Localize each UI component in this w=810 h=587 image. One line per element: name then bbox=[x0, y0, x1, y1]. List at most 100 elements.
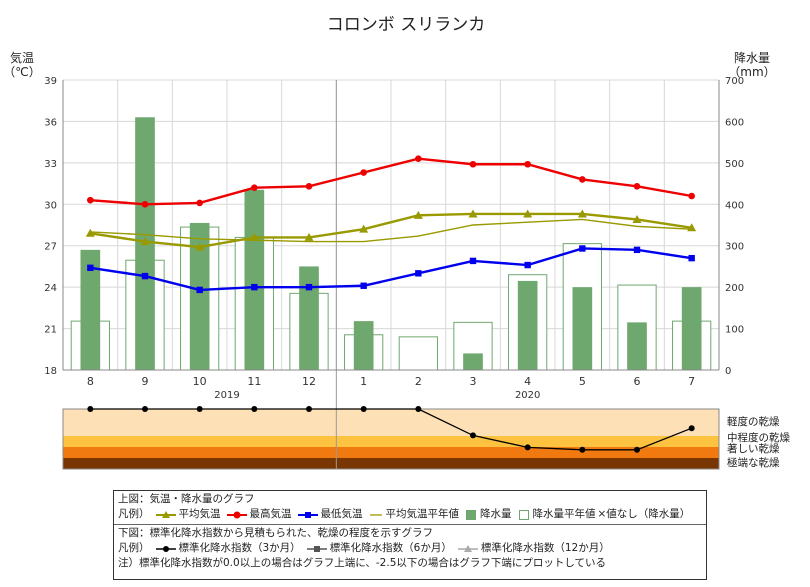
x-tick-label: 4 bbox=[524, 375, 531, 388]
left-axis-label-1: 気温 bbox=[10, 50, 34, 65]
left-tick-label: 33 bbox=[44, 159, 57, 170]
avg-temp-point bbox=[468, 209, 478, 218]
left-axis-label-2: （℃） bbox=[3, 65, 40, 79]
min-temp-point bbox=[141, 272, 149, 280]
max-temp-point bbox=[141, 200, 149, 208]
right-axis-label-2: （mm） bbox=[728, 65, 775, 79]
x-tick-label: 3 bbox=[470, 375, 477, 388]
legend-spi3: 標準化降水指数（3か月） bbox=[178, 542, 301, 554]
climate-chart: コロンボ スリランカ 気温 （℃） 降水量 （mm） 1821242730333… bbox=[3, 15, 790, 470]
avg-temp-point bbox=[85, 228, 95, 237]
min-temp-point bbox=[196, 286, 203, 294]
right-tick-label: 500 bbox=[725, 159, 744, 170]
drought-band-2 bbox=[63, 447, 719, 458]
right-tick-label: 600 bbox=[725, 117, 744, 128]
precip-bar bbox=[463, 353, 483, 370]
spi3-point bbox=[579, 446, 586, 453]
right-axis-label-1: 降水量 bbox=[734, 51, 770, 65]
max-temp-point bbox=[633, 183, 641, 190]
left-tick-label: 36 bbox=[44, 117, 57, 128]
spi3-point bbox=[196, 406, 203, 412]
legend-bottom-title-text: 下図：標準化降水指数から見積もられた、乾燥の程度を示すグラフ bbox=[118, 527, 433, 539]
right-tick-label: 300 bbox=[725, 242, 744, 253]
legend-avg-temp-swatch bbox=[155, 510, 176, 518]
drought-level-label: 極端な乾燥 bbox=[727, 456, 780, 469]
precip-bar bbox=[244, 189, 265, 370]
min-temp-point bbox=[688, 254, 695, 262]
year-label: 2020 bbox=[515, 390, 540, 401]
precip-bar bbox=[517, 280, 538, 370]
left-tick-label: 27 bbox=[44, 242, 57, 253]
drought-band-1 bbox=[63, 436, 719, 447]
gridlines bbox=[62, 79, 720, 468]
x-tick-label: 5 bbox=[579, 375, 586, 388]
precip-bar bbox=[681, 287, 702, 370]
precip-bars bbox=[80, 117, 702, 371]
max-temp-point bbox=[360, 169, 367, 176]
x-tick-label: 6 bbox=[634, 375, 641, 388]
x-tick-label: 11 bbox=[247, 375, 261, 388]
spi3-point bbox=[470, 432, 476, 439]
avg-temp-point bbox=[304, 232, 314, 241]
max-temp-point bbox=[469, 160, 477, 168]
spi3-point bbox=[87, 406, 94, 412]
legend-top-items: 凡例） 平均気温 最高気温 最低気温 平均気温平年値 降水量 降水量平年値 ×値… bbox=[118, 507, 702, 522]
max-temp-point bbox=[196, 199, 203, 207]
min-temp-point bbox=[524, 261, 531, 269]
left-tick-label: 18 bbox=[44, 366, 57, 377]
legend-bottom-items: 凡例） 標準化降水指数（3か月） 標準化降水指数（6か月） 標準化降水指数（12… bbox=[118, 541, 702, 556]
legend-spi12: 標準化降水指数（12か月） bbox=[480, 542, 610, 554]
year-label: 2019 bbox=[214, 390, 239, 401]
min-temp-point bbox=[251, 283, 258, 291]
legend-note-text: 注）標準化降水指数が0.0以上の場合はグラフ上端に、-2.5以下の場合はグラフ下… bbox=[118, 557, 607, 569]
spi3-point bbox=[634, 446, 640, 453]
legend-max-temp-swatch bbox=[226, 511, 247, 518]
legend-avg-normal-swatch bbox=[369, 513, 382, 516]
avg-temp-point bbox=[249, 232, 259, 241]
right-tick-label: 0 bbox=[725, 366, 731, 377]
legend-bottom-title: 下図：標準化降水指数から見積もられた、乾燥の程度を示すグラフ bbox=[118, 526, 702, 541]
min-temp-point bbox=[579, 245, 586, 252]
series-line-2 bbox=[90, 247, 692, 292]
left-tick-label: 39 bbox=[44, 76, 57, 87]
precip-bar bbox=[572, 287, 593, 370]
legend-avg-normal: 平均気温平年値 bbox=[385, 508, 460, 520]
precip-bar bbox=[627, 322, 647, 370]
x-tick-label: 2 bbox=[415, 375, 422, 388]
left-tick-label: 24 bbox=[44, 283, 57, 294]
spi3-point bbox=[251, 406, 258, 412]
temperature-lines bbox=[85, 155, 697, 294]
x-tick-label: 7 bbox=[688, 375, 695, 388]
min-temp-point bbox=[87, 264, 94, 272]
precip-bar bbox=[353, 321, 374, 370]
drought-band-3 bbox=[63, 458, 719, 469]
spi3-point bbox=[688, 425, 695, 432]
x-tick-label: 10 bbox=[193, 375, 207, 388]
precip-bar bbox=[299, 266, 319, 370]
legend-precip-normal-swatch bbox=[518, 509, 529, 520]
precip-bar bbox=[189, 222, 210, 370]
avg-temp-point bbox=[195, 242, 205, 251]
x-tick-label: 8 bbox=[87, 375, 94, 388]
max-temp-point bbox=[305, 183, 313, 190]
left-tick-label: 21 bbox=[44, 325, 57, 336]
drought-level-label: 軽度の乾燥 bbox=[727, 415, 780, 428]
min-temp-point bbox=[633, 246, 641, 254]
avg-temp-point bbox=[359, 224, 369, 233]
avg-temp-point bbox=[632, 214, 642, 223]
max-temp-point bbox=[524, 160, 531, 168]
spi3-point bbox=[306, 406, 312, 412]
max-temp-point bbox=[688, 192, 695, 200]
spi3-line bbox=[90, 408, 692, 451]
legend-precip-normal: 降水量平年値 bbox=[532, 508, 596, 520]
legend-max-temp: 最高気温 bbox=[249, 508, 292, 520]
avg-temp-point bbox=[687, 223, 697, 232]
legend-min-temp: 最低気温 bbox=[320, 508, 363, 520]
right-tick-label: 200 bbox=[725, 283, 744, 294]
series-line-3 bbox=[90, 218, 692, 243]
right-tick-label: 100 bbox=[725, 325, 744, 336]
legend-spi12-swatch bbox=[457, 544, 478, 552]
avg-temp-point bbox=[140, 237, 150, 246]
max-temp-point bbox=[579, 176, 586, 183]
